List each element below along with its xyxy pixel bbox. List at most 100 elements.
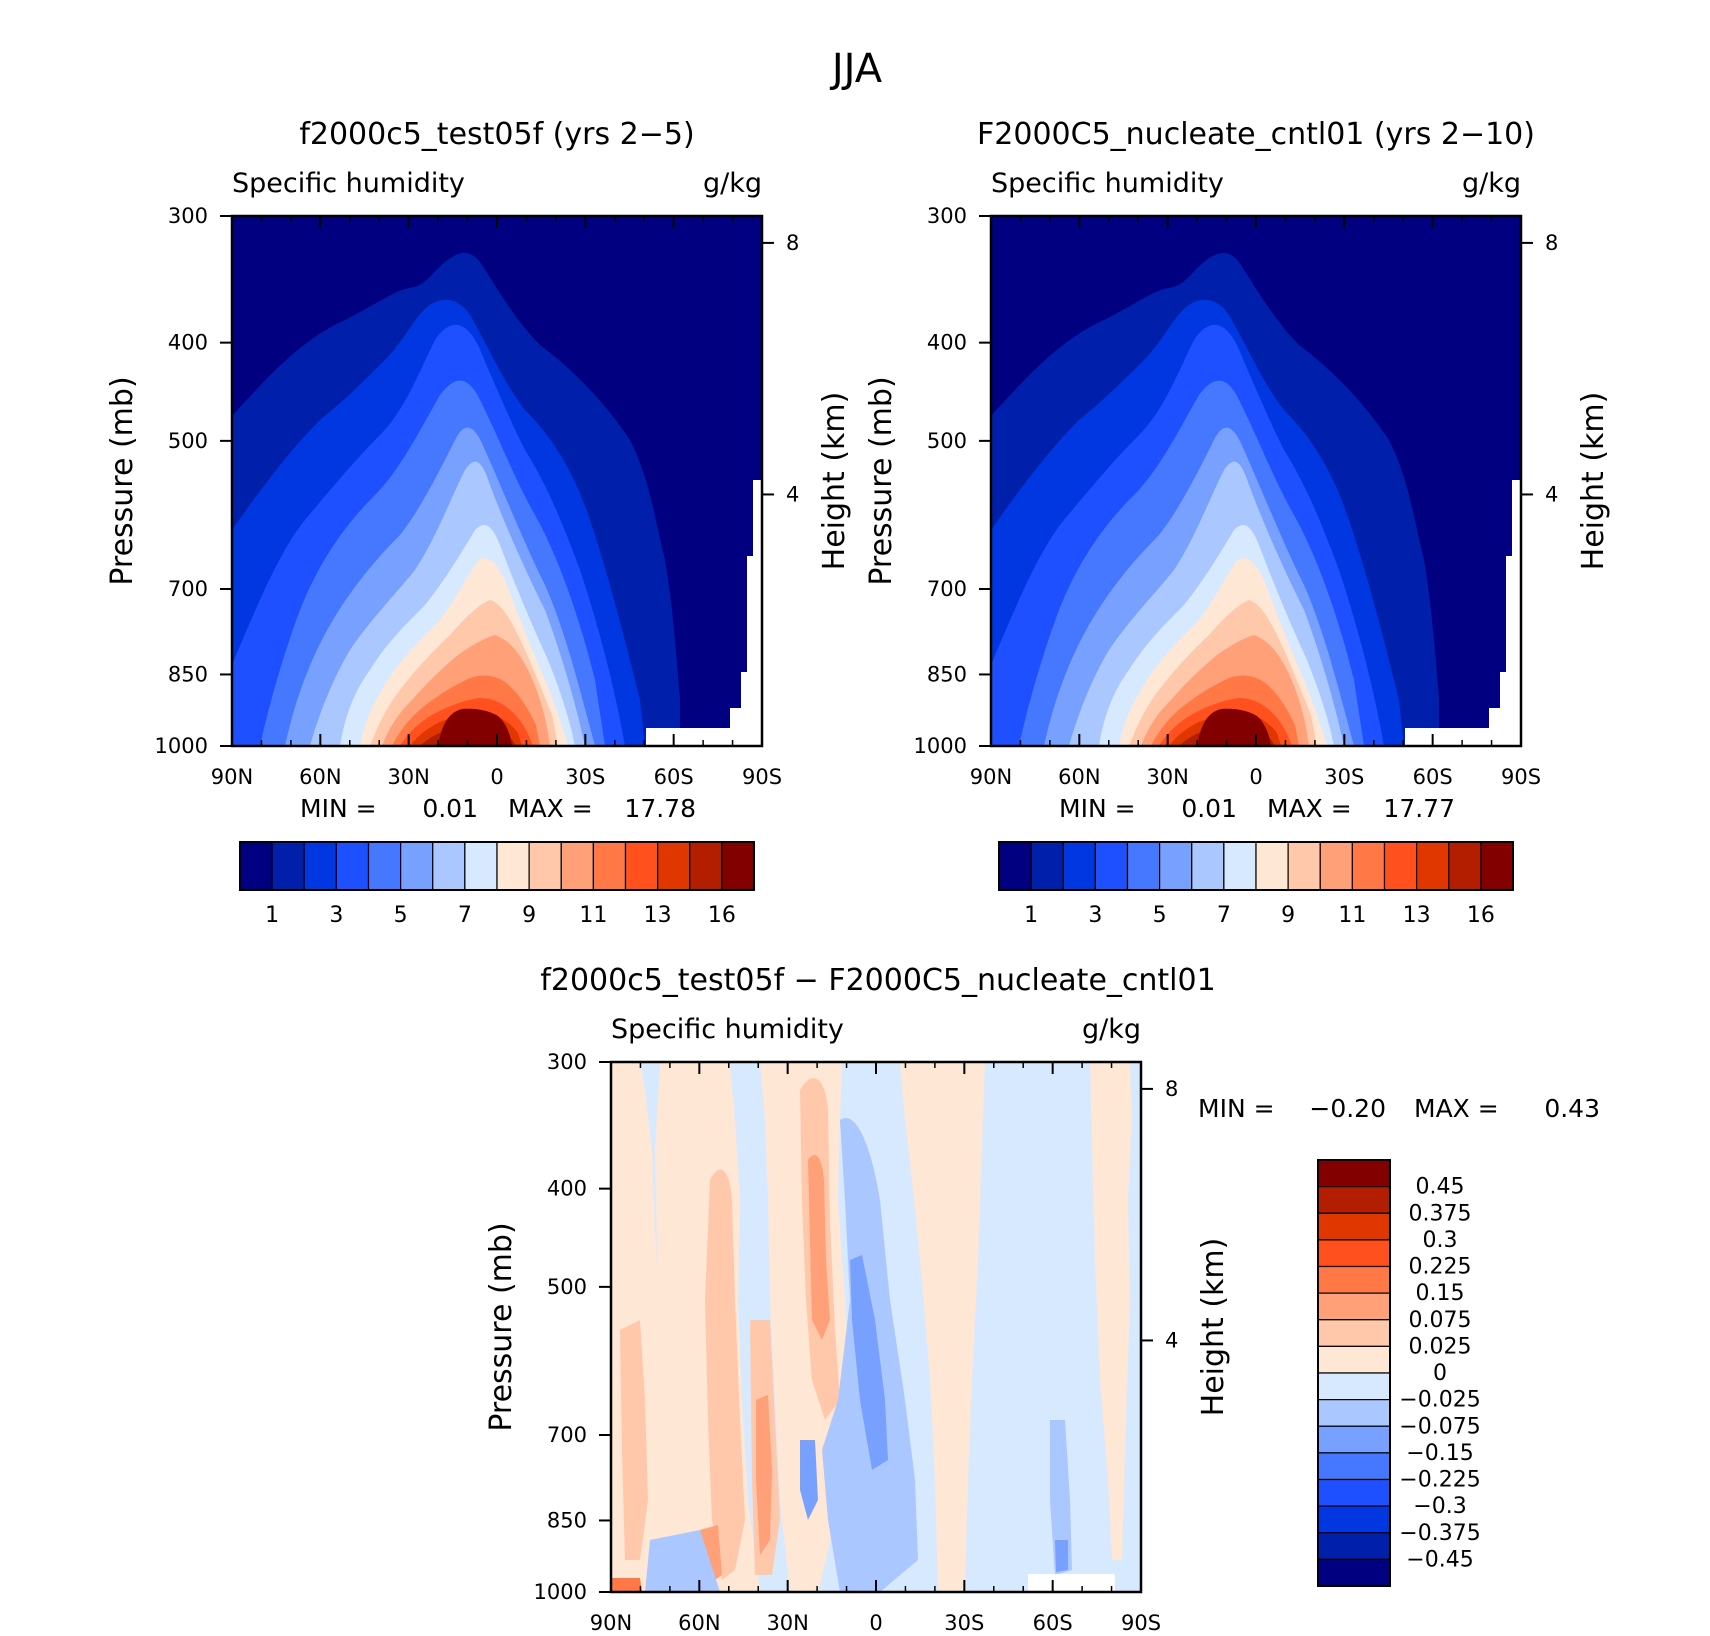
y-tick-label: 1000 [914, 734, 967, 758]
panel3-colorbar: 0.450.3750.30.2250.150.0750.0250−0.025−0… [1317, 1159, 1481, 1587]
colorbar-swatch [560, 841, 594, 891]
y-right-axis-title: Height (km) [1576, 392, 1611, 571]
panel2-title: F2000C5_nucleate_cntl01 (yrs 2−10) [977, 117, 1535, 152]
panel3-max-value: 0.43 [1544, 1094, 1600, 1123]
colorbar-swatch [1351, 841, 1386, 891]
colorbar-swatch [657, 841, 691, 891]
colorbar-label: 13 [1403, 903, 1431, 928]
colorbar-label: 9 [522, 903, 536, 928]
colorbar-swatch [528, 841, 562, 891]
y-tick-label: 1000 [155, 734, 208, 758]
diff-negative-core-1 [850, 1255, 888, 1470]
diff-positive-core-4 [620, 1320, 648, 1560]
diff-positive-edge [611, 1578, 642, 1592]
colorbar-label: 3 [329, 903, 343, 928]
y-tick-label: 300 [547, 1050, 587, 1074]
panel2-variable-label: Specific humidity [991, 168, 1224, 199]
y-right-tick-label: 4 [786, 482, 799, 506]
colorbar-swatch [1317, 1212, 1391, 1241]
colorbar-swatch [1317, 1319, 1391, 1347]
x-tick-label: 90N [970, 765, 1012, 789]
y-right-tick-label: 8 [786, 231, 799, 255]
y-right-axis-title: Height (km) [1196, 1238, 1231, 1417]
colorbar-swatch [1317, 1292, 1391, 1321]
colorbar-swatch [1416, 841, 1450, 891]
colorbar-label: 7 [458, 903, 472, 928]
panel3-contour-field [611, 1062, 1141, 1592]
panel1-variable-label: Specific humidity [232, 168, 465, 199]
colorbar-label: −0.45 [1406, 1547, 1473, 1572]
colorbar-swatch [271, 841, 305, 891]
panel3-axes: 90N 60N 30N 0 30S 60S 90S 300 400 500 700 850 1000 8 4… [484, 1050, 1231, 1635]
colorbar-label: 13 [644, 903, 672, 928]
colorbar-swatch [432, 841, 466, 891]
colorbar-label: 0.075 [1409, 1308, 1472, 1333]
colorbar-swatch [239, 841, 273, 891]
panel2-contour-field [991, 216, 1521, 746]
colorbar-label: 0.15 [1416, 1281, 1465, 1306]
panel1-title: f2000c5_test05f (yrs 2−5) [299, 117, 694, 152]
colorbar-swatch [367, 841, 402, 891]
colorbar-swatch [689, 841, 723, 891]
diff-positive-peak-2 [756, 1395, 772, 1555]
colorbar-swatch [1062, 841, 1096, 891]
y-tick-label: 300 [168, 204, 208, 228]
colorbar-swatch [1317, 1425, 1391, 1454]
y-tick-label: 500 [927, 429, 967, 453]
colorbar-swatch [1159, 841, 1193, 891]
colorbar-label: 0 [1433, 1361, 1447, 1386]
colorbar-swatch [592, 841, 627, 891]
panel1-min-label: MIN = [300, 794, 377, 823]
diff-positive-peak-1 [808, 1155, 830, 1340]
colorbar-label: −0.075 [1399, 1414, 1480, 1439]
x-tick-label: 30N [387, 765, 429, 789]
panel1-axes: 90N 60N 30N 0 30S 60S 90S 300 400 500 700 850 1000 8 4… [105, 204, 852, 789]
y-tick-label: 500 [547, 1275, 587, 1299]
diff-positive-peak-3 [700, 1525, 722, 1585]
colorbar-label: 0.3 [1423, 1228, 1458, 1253]
figure-title: JJA [829, 46, 883, 92]
x-tick-label: 90S [1501, 765, 1541, 789]
colorbar-swatch [1317, 1505, 1391, 1534]
colorbar-swatch [1319, 841, 1353, 891]
x-tick-label: 60S [654, 765, 694, 789]
diff-positive-region-c [900, 1062, 985, 1592]
colorbar-swatch [1126, 841, 1161, 891]
colorbar-label: −0.225 [1399, 1468, 1480, 1493]
colorbar-label: 0.025 [1409, 1334, 1472, 1359]
x-tick-label: 0 [869, 1611, 882, 1635]
colorbar-label: 11 [579, 903, 607, 928]
colorbar-label: 9 [1281, 903, 1295, 928]
colorbar-label: 16 [708, 903, 736, 928]
panel3-min-value: −0.20 [1309, 1094, 1386, 1123]
panel-control-run: F2000C5_nucleate_cntl01 (yrs 2−10) Speci… [864, 117, 1611, 928]
y-right-tick-label: 8 [1545, 231, 1558, 255]
colorbar-swatch [400, 841, 434, 891]
diff-negative-region-2 [1050, 1420, 1072, 1575]
panel-difference: f2000c5_test05f − F2000C5_nucleate_cntl0… [484, 963, 1600, 1635]
colorbar-swatch [1317, 1399, 1391, 1427]
x-tick-label: 90S [742, 765, 782, 789]
panel1-min-value: 0.01 [422, 794, 478, 823]
x-tick-label: 90N [211, 765, 253, 789]
colorbar-swatch [1317, 1239, 1391, 1268]
x-tick-label: 90N [590, 1611, 632, 1635]
panel-test-run: f2000c5_test05f (yrs 2−5) Specific humid… [105, 117, 852, 928]
colorbar-label: 0.225 [1409, 1255, 1472, 1280]
y-tick-label: 700 [547, 1423, 587, 1447]
colorbar-label: 0.375 [1409, 1201, 1472, 1226]
colorbar-swatch [1030, 841, 1064, 891]
x-tick-label: 30S [944, 1611, 984, 1635]
diff-negative-core-2 [800, 1440, 818, 1520]
y-axis-title: Pressure (mb) [105, 376, 140, 585]
x-tick-label: 0 [1249, 765, 1262, 789]
colorbar-swatch [464, 841, 498, 891]
colorbar-label: 1 [1024, 903, 1038, 928]
contour-band-16 [438, 708, 512, 746]
colorbar-swatch [1317, 1345, 1391, 1374]
colorbar-swatch [1317, 1478, 1391, 1507]
diff-negative-core-3 [1055, 1540, 1068, 1572]
y-tick-label: 1000 [534, 1580, 587, 1604]
colorbar-frame [1317, 1159, 1391, 1587]
y-tick-label: 400 [927, 331, 967, 355]
